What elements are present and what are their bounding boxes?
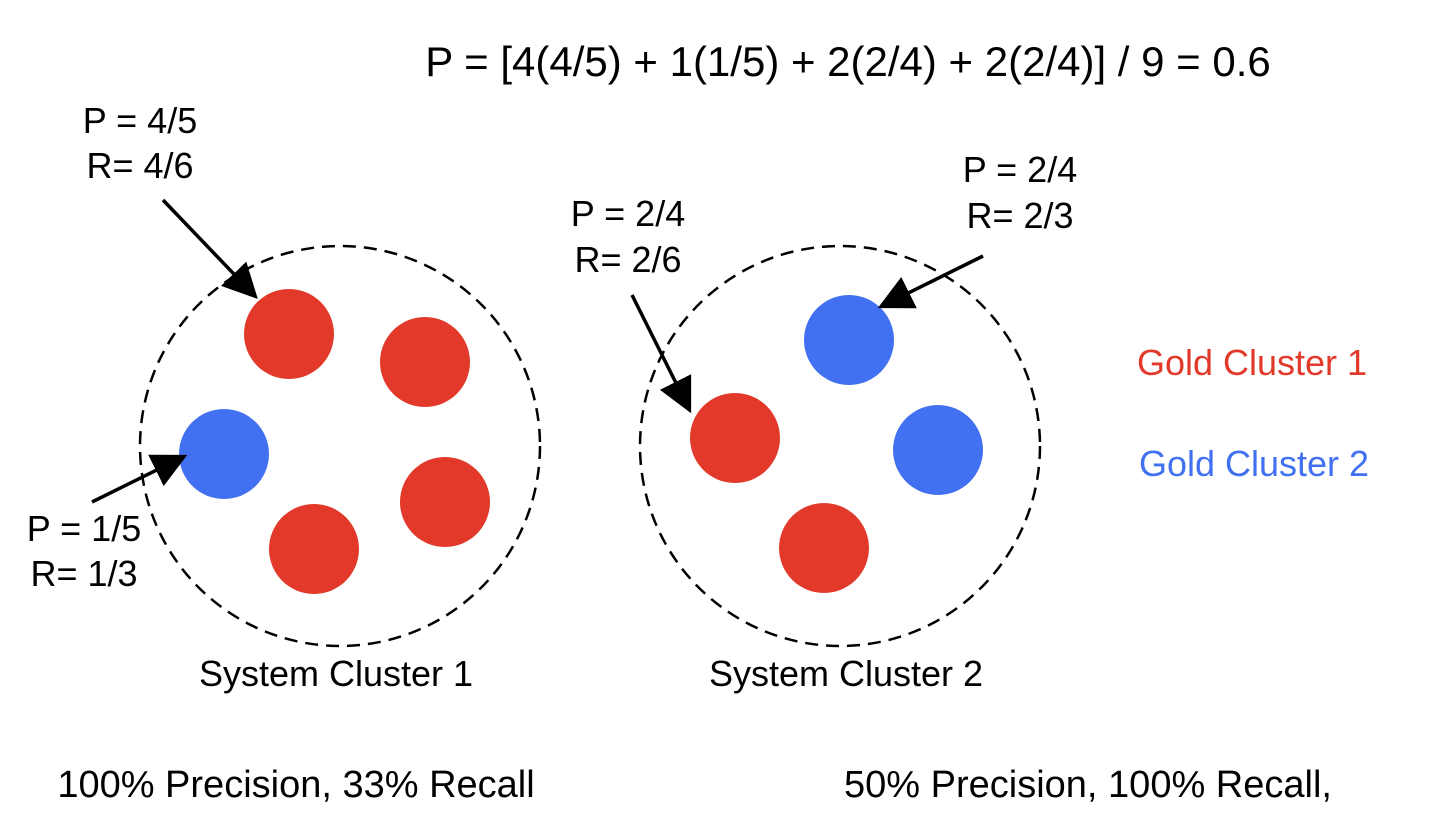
cluster-2-item-1	[804, 295, 894, 385]
formula: P = [4(4/5) + 1(1/5) + 2(2/4) + 2(2/4)] …	[425, 38, 1271, 85]
arrow-c1-blue	[91, 454, 188, 504]
annotation-c1-top-precision: P = 4/5	[83, 100, 197, 141]
annotation-c1-top: P = 4/5 R= 4/6	[83, 100, 258, 300]
annotation-c1-blue: P = 1/5 R= 1/3	[27, 454, 188, 594]
annotation-c2-blue-recall: R= 2/3	[966, 195, 1073, 236]
legend: Gold Cluster 1 Gold Cluster 2	[1137, 342, 1369, 484]
cluster-2-item-4	[779, 503, 869, 593]
footer-left: 100% Precision, 33% Recall	[57, 764, 534, 806]
system-cluster-1-label: System Cluster 1	[199, 653, 473, 694]
annotation-c2-red-precision: P = 2/4	[571, 193, 685, 234]
cluster-1-item-4	[400, 457, 490, 547]
legend-gold-cluster-1: Gold Cluster 1	[1137, 342, 1367, 383]
annotation-c1-blue-precision: P = 1/5	[27, 508, 141, 549]
cluster-1-item-5	[269, 504, 359, 594]
cluster-1-item-1	[244, 289, 334, 379]
system-cluster-1-boundary	[138, 244, 542, 648]
arrow-c2-blue	[877, 254, 984, 309]
annotation-c1-top-recall: R= 4/6	[86, 145, 193, 186]
cluster-2-item-3	[893, 405, 983, 495]
system-cluster-2: System Cluster 2	[638, 244, 1042, 694]
annotation-c2-red: P = 2/4 R= 2/6	[571, 193, 692, 414]
annotation-c2-red-recall: R= 2/6	[574, 239, 681, 280]
system-cluster-1: System Cluster 1	[138, 244, 542, 694]
system-cluster-2-boundary	[638, 244, 1042, 648]
system-cluster-2-label: System Cluster 2	[709, 653, 983, 694]
annotation-c2-blue: P = 2/4 R= 2/3	[877, 149, 1077, 309]
arrow-c1-top	[161, 198, 258, 300]
footer-right: 50% Precision, 100% Recall,	[844, 764, 1332, 806]
legend-gold-cluster-2: Gold Cluster 2	[1139, 443, 1369, 484]
arrow-c2-red	[630, 294, 692, 414]
annotation-c2-blue-precision: P = 2/4	[963, 149, 1077, 190]
cluster-1-item-3	[179, 409, 269, 499]
cluster-1-item-2	[380, 317, 470, 407]
annotation-c1-blue-recall: R= 1/3	[30, 553, 137, 594]
cluster-2-item-2	[690, 393, 780, 483]
